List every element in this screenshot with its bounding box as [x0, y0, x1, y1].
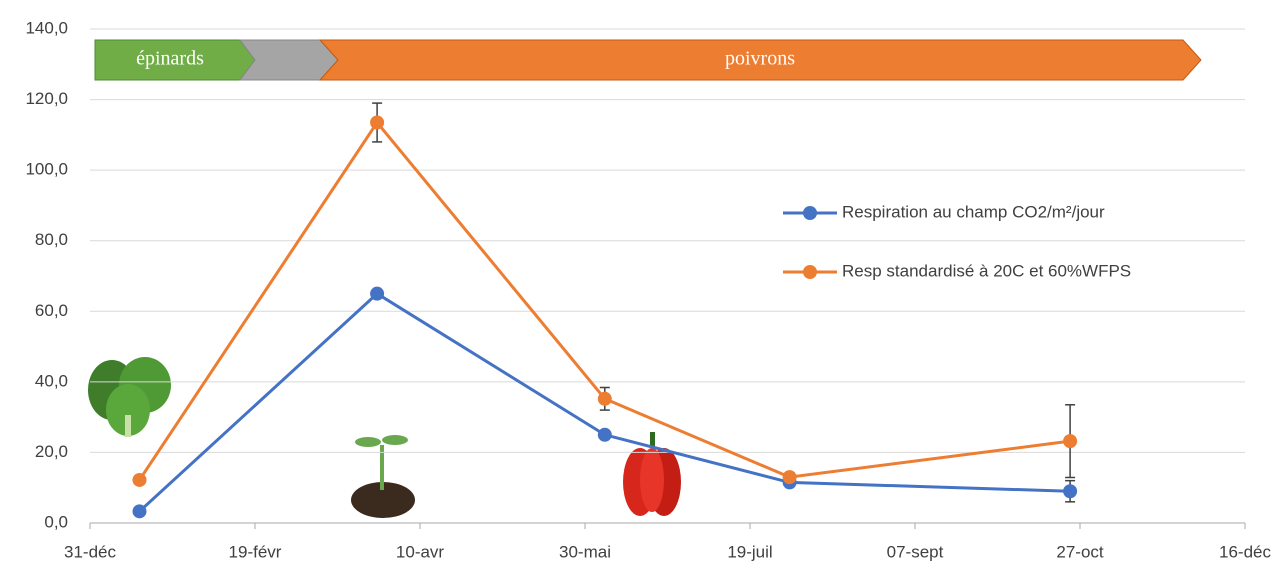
legend-label: Respiration au champ CO2/m²/jour: [842, 202, 1105, 221]
x-tick-label: 16-déc: [1219, 542, 1271, 561]
x-tick-label: 07-sept: [887, 542, 944, 561]
point: [132, 472, 147, 487]
legend-marker: [803, 206, 817, 220]
x-tick-label: 30-mai: [559, 542, 611, 561]
x-tick-label: 19-juil: [727, 542, 772, 561]
y-tick-label: 60,0: [35, 301, 68, 320]
y-tick-label: 20,0: [35, 442, 68, 461]
x-tick-label: 27-oct: [1056, 542, 1104, 561]
pepper-icon: [623, 432, 681, 516]
phase-label: poivrons: [725, 48, 795, 70]
phase-arrow: [318, 39, 1202, 81]
point: [370, 286, 385, 301]
series-line: [138, 119, 1071, 481]
point: [370, 115, 385, 130]
legend-marker: [803, 265, 817, 279]
point: [132, 504, 147, 519]
phase-arrow: [239, 39, 339, 81]
y-tick-label: 0,0: [44, 512, 68, 531]
y-tick-label: 80,0: [35, 230, 68, 249]
point: [782, 470, 797, 485]
point: [597, 427, 612, 442]
y-tick-label: 140,0: [25, 18, 68, 37]
point: [1063, 484, 1078, 499]
point: [1063, 434, 1078, 449]
y-tick-label: 100,0: [25, 160, 68, 179]
y-tick-label: 40,0: [35, 371, 68, 390]
plot: 0,0 20,0 40,0 60,0 80,0 100,0 120,0 140,0 31-déc…: [25, 18, 1271, 561]
x-tick-label: 19-févr: [229, 542, 282, 561]
phase-label: épinards: [136, 48, 204, 70]
legend-label: Resp standardisé à 20C et 60%WFPS: [842, 261, 1131, 280]
x-tick-label: 10-avr: [396, 542, 445, 561]
seedling-icon: [351, 435, 415, 518]
point: [597, 391, 612, 406]
y-tick-label: 120,0: [25, 89, 68, 108]
x-tick-label: 31-déc: [64, 542, 116, 561]
spinach-icon: [88, 357, 171, 437]
